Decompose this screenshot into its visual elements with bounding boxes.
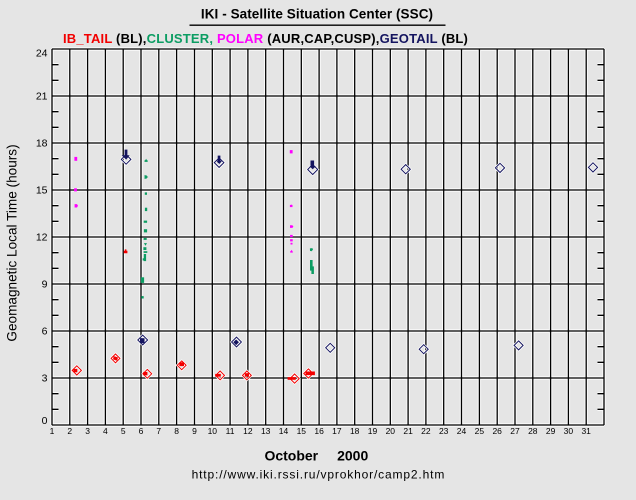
svg-text:IKI - Satellite Situation Cent: IKI - Satellite Situation Center (SSC): [201, 7, 433, 22]
svg-text:21: 21: [36, 91, 48, 103]
svg-text:http://www.iki.rssi.ru/vprokho: http://www.iki.rssi.ru/vprokhor/camp2.ht…: [192, 468, 446, 482]
svg-text:16: 16: [314, 426, 324, 436]
svg-text:7: 7: [156, 426, 161, 436]
svg-text:21: 21: [403, 426, 413, 436]
svg-text:31: 31: [581, 426, 591, 436]
svg-text:8: 8: [174, 426, 179, 436]
svg-text:14: 14: [279, 426, 289, 436]
svg-text:6: 6: [42, 326, 48, 338]
svg-text:11: 11: [226, 426, 235, 436]
svg-text:3: 3: [85, 426, 90, 436]
svg-text:10: 10: [208, 426, 218, 436]
svg-text:1: 1: [50, 426, 55, 436]
svg-text:15: 15: [297, 426, 307, 436]
svg-text:3: 3: [42, 373, 48, 385]
svg-text:October: October: [264, 448, 318, 464]
svg-text:4: 4: [103, 426, 108, 436]
svg-text:23: 23: [439, 426, 449, 436]
svg-text:0: 0: [42, 415, 48, 427]
svg-text:22: 22: [421, 426, 431, 436]
svg-text:Geomagnetic Local Time (hours): Geomagnetic Local Time (hours): [5, 144, 20, 341]
svg-text:29: 29: [546, 426, 556, 436]
svg-text:28: 28: [528, 426, 538, 436]
svg-text:13: 13: [261, 426, 271, 436]
svg-text:18: 18: [36, 138, 48, 150]
svg-text:24: 24: [36, 48, 48, 60]
svg-text:20: 20: [386, 426, 396, 436]
svg-text:19: 19: [368, 426, 378, 436]
svg-text:24: 24: [457, 426, 467, 436]
svg-text:IB_TAIL (BL),CLUSTER, POLAR (A: IB_TAIL (BL),CLUSTER, POLAR (AUR,CAP,CUS…: [63, 31, 468, 46]
svg-text:15: 15: [36, 185, 48, 197]
svg-text:26: 26: [492, 426, 502, 436]
svg-text:12: 12: [243, 426, 253, 436]
svg-text:9: 9: [192, 426, 197, 436]
svg-text:18: 18: [350, 426, 360, 436]
svg-text:30: 30: [564, 426, 574, 436]
svg-text:6: 6: [139, 426, 144, 436]
svg-text:12: 12: [36, 232, 48, 244]
svg-text:2: 2: [67, 426, 72, 436]
svg-text:2000: 2000: [337, 448, 368, 464]
svg-text:9: 9: [42, 279, 48, 291]
svg-text:25: 25: [475, 426, 485, 436]
svg-text:5: 5: [121, 426, 126, 436]
svg-text:27: 27: [510, 426, 520, 436]
svg-text:17: 17: [332, 426, 342, 436]
